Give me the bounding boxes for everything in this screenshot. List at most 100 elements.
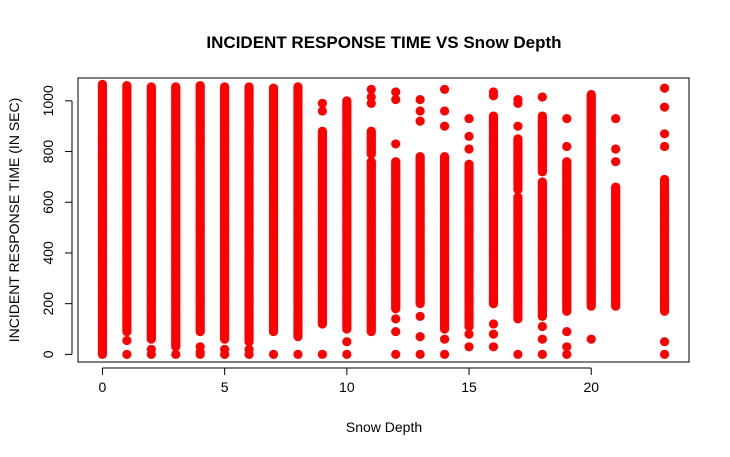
data-point — [244, 349, 254, 359]
data-point — [391, 326, 401, 337]
data-point — [659, 129, 670, 139]
data-point — [415, 332, 425, 342]
x-axis: 0 5 10 15 20 — [99, 367, 599, 395]
data-point — [513, 121, 523, 131]
data-point — [659, 141, 670, 152]
data-point — [488, 111, 499, 121]
data-point — [342, 337, 352, 347]
data-point — [366, 84, 376, 95]
x-tick-label: 5 — [221, 379, 229, 395]
data-point — [171, 349, 181, 359]
data-point — [464, 144, 474, 154]
data-point — [464, 329, 474, 339]
data-point — [537, 92, 547, 102]
data-point — [464, 342, 474, 352]
data-point — [366, 157, 376, 167]
data-point — [611, 182, 621, 192]
x-axis-label: Snow Depth — [346, 419, 422, 435]
data-point — [562, 157, 572, 167]
data-point — [146, 82, 156, 92]
data-point — [317, 106, 327, 116]
data-point — [440, 349, 450, 359]
data-point — [97, 79, 108, 89]
data-point — [317, 126, 327, 136]
data-point — [171, 82, 181, 92]
y-tick-label: 1000 — [40, 85, 56, 116]
data-point — [415, 311, 425, 321]
data-point — [659, 83, 670, 93]
data-point — [122, 81, 132, 91]
data-point — [415, 106, 425, 116]
data-point — [415, 349, 425, 359]
data-point — [366, 92, 376, 102]
data-point — [440, 106, 450, 116]
data-point — [537, 111, 547, 121]
data-point — [562, 342, 572, 352]
chart-title: INCIDENT RESPONSE TIME VS Snow Depth — [206, 33, 561, 52]
data-point — [146, 349, 156, 359]
data-point — [562, 326, 572, 337]
data-point — [464, 113, 474, 124]
y-tick-label: 800 — [40, 140, 56, 164]
data-point — [366, 126, 376, 136]
data-point — [415, 152, 425, 162]
data-point — [342, 349, 352, 359]
data-point — [537, 321, 547, 332]
data-point — [220, 82, 230, 92]
data-point — [391, 94, 401, 105]
data-point — [659, 337, 670, 347]
data-point — [391, 314, 401, 324]
data-point — [391, 139, 401, 149]
plot-frame — [77, 77, 690, 363]
data-point — [391, 349, 401, 359]
data-point — [488, 329, 499, 339]
x-tick-label: 10 — [339, 379, 355, 395]
data-point — [659, 102, 670, 112]
data-point — [317, 98, 327, 108]
data-point — [391, 157, 401, 167]
data-point — [488, 342, 499, 352]
data-point — [562, 349, 572, 359]
data-point — [659, 349, 670, 359]
data-point — [586, 89, 596, 100]
y-axis-label: INCIDENT RESPONSE TIME (IN SEC) — [6, 98, 22, 343]
data-point — [611, 113, 621, 124]
data-point — [562, 141, 572, 152]
data-point — [440, 121, 450, 131]
data-point — [293, 349, 303, 359]
data-point — [317, 349, 327, 359]
data-point — [220, 349, 230, 359]
data-point — [415, 116, 425, 126]
x-tick-label: 0 — [99, 379, 107, 395]
data-point — [440, 152, 450, 162]
data-point — [293, 82, 303, 92]
y-axis: 0 200 400 600 800 1000 — [40, 85, 73, 358]
data-point — [488, 91, 499, 101]
y-tick-label: 0 — [40, 350, 56, 358]
data-point — [122, 349, 132, 359]
data-point — [464, 159, 474, 169]
data-point — [513, 98, 523, 108]
data-point — [537, 334, 547, 344]
data-point — [391, 87, 401, 97]
data-point — [464, 131, 474, 141]
data-point — [537, 177, 547, 187]
data-point — [586, 334, 596, 344]
y-tick-label: 600 — [40, 190, 56, 214]
data-point — [440, 84, 450, 95]
data-point — [513, 192, 523, 202]
data-point — [195, 81, 205, 91]
data-point — [611, 144, 621, 154]
data-point — [122, 335, 132, 346]
data-point — [562, 113, 572, 124]
data-point — [537, 349, 547, 359]
data-point — [342, 96, 352, 106]
data-point — [440, 334, 450, 344]
data-point — [195, 349, 205, 359]
data-point — [611, 157, 621, 167]
y-tick-label: 400 — [40, 241, 56, 265]
data-point — [268, 83, 279, 93]
data-point — [366, 98, 376, 108]
data-point — [513, 134, 523, 144]
